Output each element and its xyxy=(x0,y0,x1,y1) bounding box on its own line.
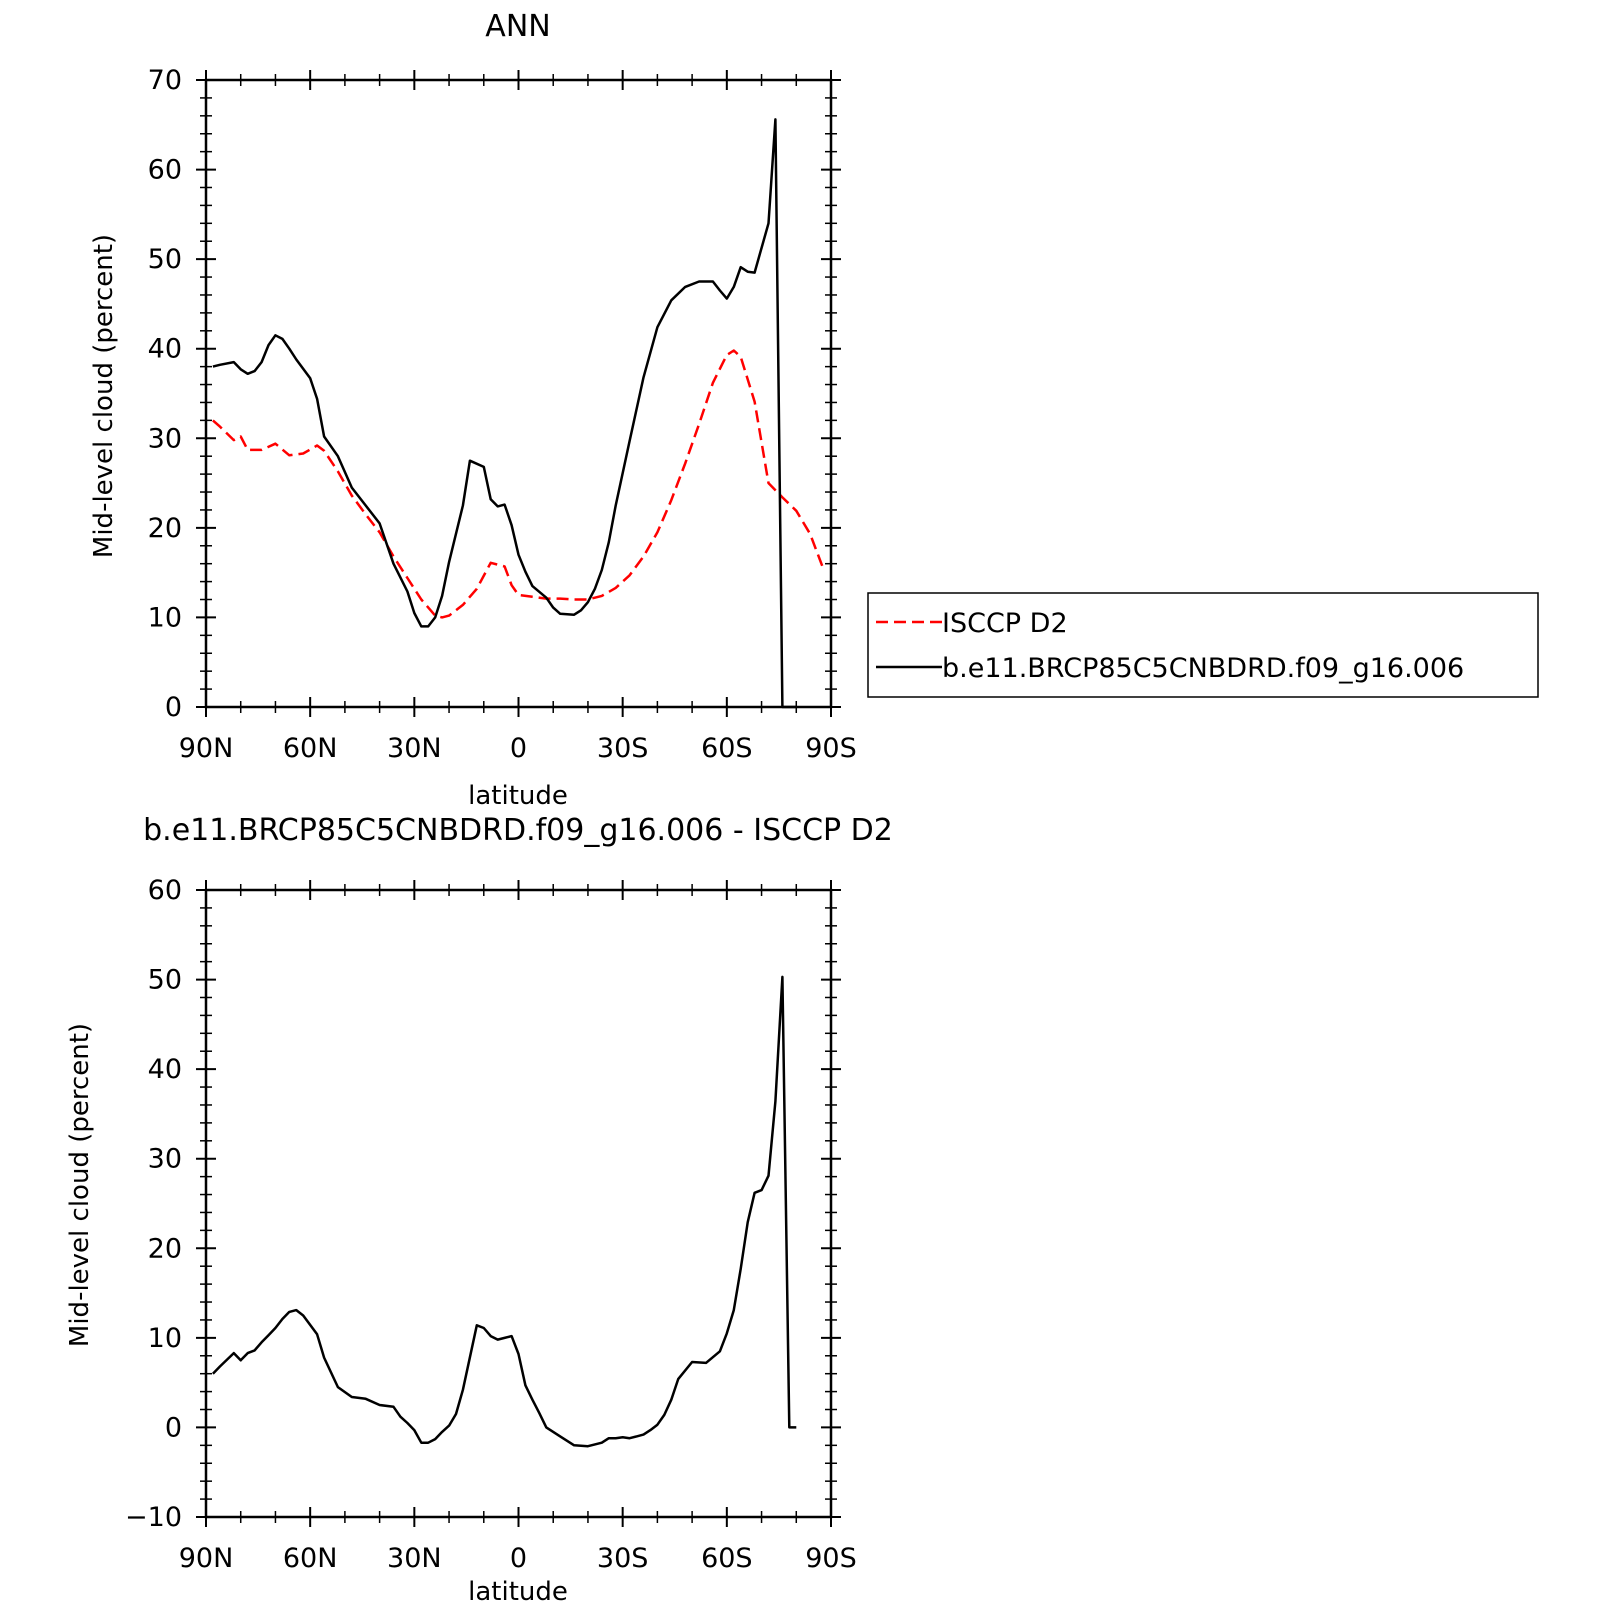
chart-title: ANN xyxy=(485,9,550,44)
y-tick-label: 30 xyxy=(148,423,182,454)
series-line-1 xyxy=(212,118,797,709)
y-tick-label: 40 xyxy=(148,334,182,365)
x-tick-label: 60S xyxy=(701,1543,753,1574)
series-line-0 xyxy=(212,349,826,619)
x-axis-title: latitude xyxy=(468,1577,568,1607)
series-line-0 xyxy=(212,975,797,1448)
y-tick-label: 70 xyxy=(148,65,182,96)
chart-title: b.e11.BRCP85C5CNBDRD.f09_g16.006 - ISCCP… xyxy=(143,813,893,848)
x-tick-label: 60S xyxy=(701,733,753,764)
x-axis-title: latitude xyxy=(468,781,568,811)
legend-label-model: b.e11.BRCP85C5CNBDRD.f09_g16.006 xyxy=(942,653,1464,684)
y-tick-label: 50 xyxy=(148,965,182,996)
x-tick-label: 30N xyxy=(387,1543,442,1574)
y-tick-label: 10 xyxy=(148,602,182,633)
plot-frame xyxy=(204,78,833,709)
data-lines xyxy=(212,975,797,1448)
x-tick-label: 90S xyxy=(805,1543,857,1574)
x-tick-label: 60N xyxy=(283,733,338,764)
x-tick-label: 30S xyxy=(597,733,649,764)
y-tick-label: 0 xyxy=(165,1412,182,1443)
x-tick-label: 60N xyxy=(283,1543,338,1574)
y-tick-label: 60 xyxy=(148,875,182,906)
legend-label-isccp: ISCCP D2 xyxy=(942,608,1068,639)
data-lines xyxy=(212,118,826,709)
axis-ticks: 0 10 20 30 40 50 60 70 90N 60N 30N 0 30S 60S 90S xyxy=(148,65,857,764)
y-tick-label: 60 xyxy=(148,155,182,186)
x-tick-label: 90S xyxy=(805,733,857,764)
x-tick-label: 0 xyxy=(510,733,527,764)
y-tick-label: 10 xyxy=(148,1323,182,1354)
x-tick-label: 90N xyxy=(179,1543,234,1574)
plot-frame xyxy=(204,888,833,1519)
y-tick-label: 0 xyxy=(165,692,182,723)
x-tick-label: 30N xyxy=(387,733,442,764)
top-panel: ANN Mid-level cloud (percent) latitude 0… xyxy=(89,9,857,811)
y-tick-label: 40 xyxy=(148,1054,182,1085)
y-axis-title: Mid-level cloud (percent) xyxy=(65,1023,95,1347)
y-tick-label: 50 xyxy=(148,244,182,275)
x-tick-label: 90N xyxy=(179,733,234,764)
bottom-panel: b.e11.BRCP85C5CNBDRD.f09_g16.006 - ISCCP… xyxy=(65,813,893,1607)
x-tick-label: 30S xyxy=(597,1543,649,1574)
y-tick-label: 20 xyxy=(148,1233,182,1264)
y-tick-label: 20 xyxy=(148,513,182,544)
y-axis-title: Mid-level cloud (percent) xyxy=(89,234,119,558)
y-tick-label: 30 xyxy=(148,1144,182,1175)
legend-box xyxy=(867,592,1539,698)
legend: ISCCP D2 b.e11.BRCP85C5CNBDRD.f09_g16.00… xyxy=(867,592,1539,698)
y-tick-label: −10 xyxy=(125,1502,182,1533)
axis-ticks: −10 0 10 20 30 40 50 60 90N 60N 30N 0 30S 60S 90S xyxy=(125,875,857,1574)
x-tick-label: 0 xyxy=(510,1543,527,1574)
